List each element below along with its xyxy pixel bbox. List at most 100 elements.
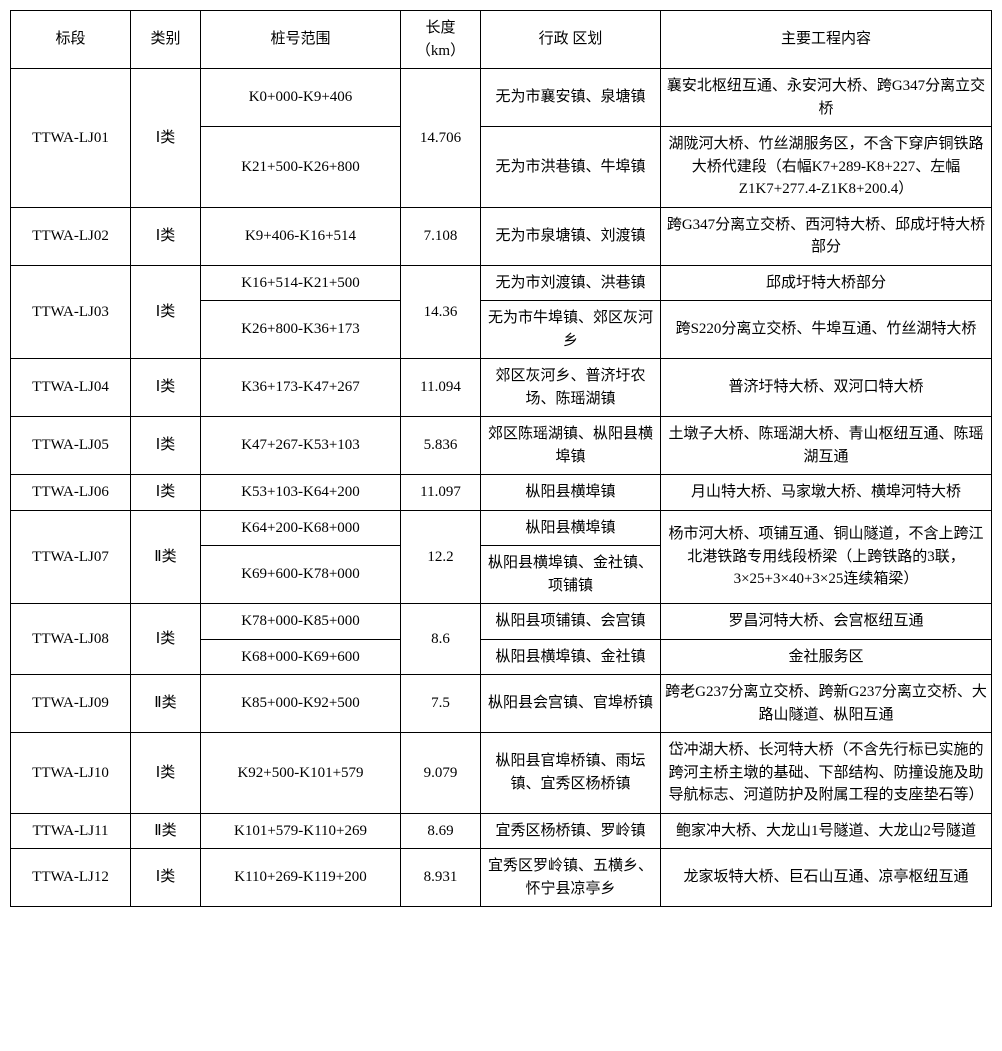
cell-range: K85+000-K92+500 [201, 675, 401, 733]
cell-length: 8.6 [401, 604, 481, 675]
cell-section: TTWA-LJ07 [11, 510, 131, 604]
header-category: 类别 [131, 11, 201, 69]
cell-category: Ⅰ类 [131, 359, 201, 417]
table-body: TTWA-LJ01Ⅰ类K0+000-K9+40614.706无为市襄安镇、泉塘镇… [11, 69, 992, 907]
cell-length: 11.097 [401, 475, 481, 511]
cell-district: 无为市牛埠镇、郊区灰河乡 [481, 301, 661, 359]
cell-section: TTWA-LJ08 [11, 604, 131, 675]
cell-section: TTWA-LJ03 [11, 265, 131, 359]
header-section: 标段 [11, 11, 131, 69]
cell-district: 枞阳县横埠镇、金社镇 [481, 639, 661, 675]
table-row: TTWA-LJ03Ⅰ类K16+514-K21+50014.36无为市刘渡镇、洪巷… [11, 265, 992, 301]
cell-range: K47+267-K53+103 [201, 417, 401, 475]
cell-range: K92+500-K101+579 [201, 733, 401, 814]
cell-category: Ⅰ类 [131, 417, 201, 475]
cell-range: K53+103-K64+200 [201, 475, 401, 511]
cell-length: 7.5 [401, 675, 481, 733]
cell-content: 月山特大桥、马家墩大桥、横埠河特大桥 [661, 475, 992, 511]
table-row: TTWA-LJ02Ⅰ类K9+406-K16+5147.108无为市泉塘镇、刘渡镇… [11, 207, 992, 265]
cell-range: K101+579-K110+269 [201, 813, 401, 849]
cell-content: 湖陇河大桥、竹丝湖服务区，不含下穿庐铜铁路大桥代建段（右幅K7+289-K8+2… [661, 127, 992, 208]
cell-category: Ⅰ类 [131, 733, 201, 814]
cell-range: K26+800-K36+173 [201, 301, 401, 359]
cell-content: 土墩子大桥、陈瑶湖大桥、青山枢纽互通、陈瑶湖互通 [661, 417, 992, 475]
cell-length: 7.108 [401, 207, 481, 265]
cell-section: TTWA-LJ09 [11, 675, 131, 733]
cell-category: Ⅰ类 [131, 69, 201, 208]
cell-category: Ⅰ类 [131, 265, 201, 359]
cell-section: TTWA-LJ12 [11, 849, 131, 907]
cell-range: K36+173-K47+267 [201, 359, 401, 417]
cell-range: K16+514-K21+500 [201, 265, 401, 301]
cell-district: 无为市泉塘镇、刘渡镇 [481, 207, 661, 265]
cell-content: 岱冲湖大桥、长河特大桥（不含先行标已实施的跨河主桥主墩的基础、下部结构、防撞设施… [661, 733, 992, 814]
cell-content: 襄安北枢纽互通、永安河大桥、跨G347分离立交桥 [661, 69, 992, 127]
table-row: TTWA-LJ05Ⅰ类K47+267-K53+1035.836郊区陈瑶湖镇、枞阳… [11, 417, 992, 475]
cell-section: TTWA-LJ06 [11, 475, 131, 511]
cell-range: K9+406-K16+514 [201, 207, 401, 265]
cell-length: 8.931 [401, 849, 481, 907]
cell-section: TTWA-LJ05 [11, 417, 131, 475]
cell-district: 枞阳县横埠镇 [481, 510, 661, 546]
cell-category: Ⅰ类 [131, 604, 201, 675]
cell-content: 邱成圩特大桥部分 [661, 265, 992, 301]
cell-content: 普济圩特大桥、双河口特大桥 [661, 359, 992, 417]
cell-category: Ⅰ类 [131, 475, 201, 511]
cell-district: 枞阳县横埠镇、金社镇、项铺镇 [481, 546, 661, 604]
cell-district: 宜秀区杨桥镇、罗岭镇 [481, 813, 661, 849]
cell-range: K110+269-K119+200 [201, 849, 401, 907]
cell-content: 罗昌河特大桥、会宫枢纽互通 [661, 604, 992, 640]
cell-district: 枞阳县项铺镇、会宫镇 [481, 604, 661, 640]
cell-content: 龙家坂特大桥、巨石山互通、凉亭枢纽互通 [661, 849, 992, 907]
cell-district: 无为市刘渡镇、洪巷镇 [481, 265, 661, 301]
cell-content: 杨市河大桥、项铺互通、铜山隧道，不含上跨江北港铁路专用线段桥梁（上跨铁路的3联，… [661, 510, 992, 604]
cell-category: Ⅱ类 [131, 813, 201, 849]
construction-sections-table: 标段 类别 桩号范围 长度 （km） 行政 区划 主要工程内容 TTWA-LJ0… [10, 10, 992, 907]
cell-district: 枞阳县会宫镇、官埠桥镇 [481, 675, 661, 733]
header-content: 主要工程内容 [661, 11, 992, 69]
cell-length: 9.079 [401, 733, 481, 814]
cell-range: K68+000-K69+600 [201, 639, 401, 675]
cell-section: TTWA-LJ02 [11, 207, 131, 265]
cell-district: 无为市襄安镇、泉塘镇 [481, 69, 661, 127]
table-row: TTWA-LJ09Ⅱ类K85+000-K92+5007.5枞阳县会宫镇、官埠桥镇… [11, 675, 992, 733]
cell-category: Ⅱ类 [131, 675, 201, 733]
table-row: TTWA-LJ04Ⅰ类K36+173-K47+26711.094郊区灰河乡、普济… [11, 359, 992, 417]
cell-content: 跨G347分离立交桥、西河特大桥、邱成圩特大桥部分 [661, 207, 992, 265]
cell-range: K0+000-K9+406 [201, 69, 401, 127]
cell-length: 14.706 [401, 69, 481, 208]
cell-length: 5.836 [401, 417, 481, 475]
cell-content: 跨S220分离立交桥、牛埠互通、竹丝湖特大桥 [661, 301, 992, 359]
cell-district: 枞阳县横埠镇 [481, 475, 661, 511]
cell-section: TTWA-LJ11 [11, 813, 131, 849]
table-row: TTWA-LJ12Ⅰ类K110+269-K119+2008.931宜秀区罗岭镇、… [11, 849, 992, 907]
cell-category: Ⅱ类 [131, 510, 201, 604]
cell-range: K21+500-K26+800 [201, 127, 401, 208]
cell-section: TTWA-LJ10 [11, 733, 131, 814]
cell-district: 郊区灰河乡、普济圩农场、陈瑶湖镇 [481, 359, 661, 417]
cell-district: 宜秀区罗岭镇、五横乡、怀宁县凉亭乡 [481, 849, 661, 907]
cell-length: 11.094 [401, 359, 481, 417]
cell-content: 金社服务区 [661, 639, 992, 675]
table-header: 标段 类别 桩号范围 长度 （km） 行政 区划 主要工程内容 [11, 11, 992, 69]
table-row: TTWA-LJ08Ⅰ类K78+000-K85+0008.6枞阳县项铺镇、会宫镇罗… [11, 604, 992, 640]
header-length: 长度 （km） [401, 11, 481, 69]
cell-section: TTWA-LJ01 [11, 69, 131, 208]
cell-district: 无为市洪巷镇、牛埠镇 [481, 127, 661, 208]
cell-category: Ⅰ类 [131, 207, 201, 265]
cell-section: TTWA-LJ04 [11, 359, 131, 417]
cell-district: 郊区陈瑶湖镇、枞阳县横埠镇 [481, 417, 661, 475]
cell-district: 枞阳县官埠桥镇、雨坛镇、宜秀区杨桥镇 [481, 733, 661, 814]
cell-range: K78+000-K85+000 [201, 604, 401, 640]
cell-length: 12.2 [401, 510, 481, 604]
cell-range: K69+600-K78+000 [201, 546, 401, 604]
cell-range: K64+200-K68+000 [201, 510, 401, 546]
table-row: TTWA-LJ10Ⅰ类K92+500-K101+5799.079枞阳县官埠桥镇、… [11, 733, 992, 814]
header-district: 行政 区划 [481, 11, 661, 69]
table-row: TTWA-LJ07Ⅱ类K64+200-K68+00012.2枞阳县横埠镇杨市河大… [11, 510, 992, 546]
cell-content: 跨老G237分离立交桥、跨新G237分离立交桥、大路山隧道、枞阳互通 [661, 675, 992, 733]
table-row: TTWA-LJ06Ⅰ类K53+103-K64+20011.097枞阳县横埠镇月山… [11, 475, 992, 511]
cell-length: 14.36 [401, 265, 481, 359]
cell-length: 8.69 [401, 813, 481, 849]
header-range: 桩号范围 [201, 11, 401, 69]
